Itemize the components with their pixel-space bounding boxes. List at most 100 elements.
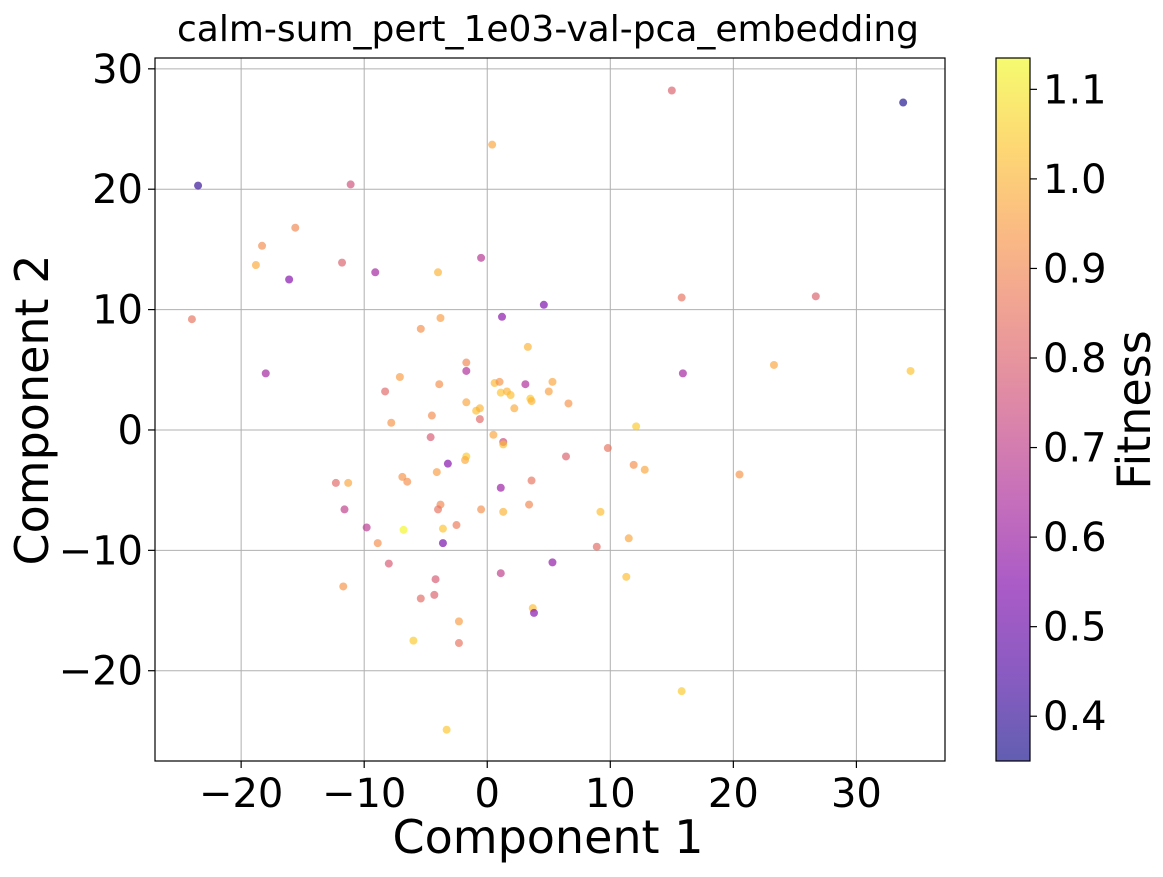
- data-point: [548, 558, 557, 567]
- data-point: [462, 366, 471, 375]
- data-point: [477, 253, 486, 262]
- data-point: [340, 505, 349, 514]
- data-point: [452, 521, 461, 530]
- data-point: [489, 430, 498, 439]
- colorbar-tick-label: 0.8: [1043, 336, 1107, 382]
- data-point: [677, 293, 686, 302]
- data-point: [339, 582, 348, 591]
- grid-lines: [155, 58, 945, 761]
- data-point: [530, 608, 539, 617]
- colorbar-label: Fitness: [1107, 330, 1161, 489]
- data-point: [462, 398, 471, 407]
- data-point: [373, 539, 382, 548]
- data-point: [291, 223, 300, 232]
- data-point: [624, 534, 633, 543]
- data-point: [499, 440, 508, 449]
- data-point: [678, 369, 687, 378]
- colorbar-tick-label: 1.0: [1043, 157, 1107, 203]
- data-point: [434, 505, 443, 514]
- y-tick-label: 0: [118, 408, 143, 454]
- data-point: [187, 315, 196, 324]
- data-point: [561, 452, 570, 461]
- colorbar-frame: [995, 57, 1031, 762]
- data-point: [523, 342, 532, 351]
- data-point: [398, 472, 407, 481]
- x-tick-label: −20: [199, 771, 283, 817]
- y-tick-label: −20: [59, 649, 143, 695]
- y-tick-label: 30: [92, 47, 143, 93]
- data-point: [527, 397, 536, 406]
- colorbar-gradient: [996, 58, 1030, 761]
- x-axis-label: Component 1: [393, 810, 704, 864]
- data-point: [331, 478, 340, 487]
- data-point: [811, 292, 820, 301]
- data-point: [435, 380, 444, 389]
- data-point: [261, 369, 270, 378]
- data-point: [442, 725, 451, 734]
- data-point: [499, 507, 508, 516]
- data-point: [488, 140, 497, 149]
- data-point: [362, 523, 371, 532]
- data-point: [603, 444, 612, 453]
- data-point: [498, 312, 507, 321]
- data-point: [395, 372, 404, 381]
- data-point: [454, 617, 463, 626]
- x-tick-label: 0: [475, 771, 500, 817]
- colorbar-tick-label: 0.5: [1043, 605, 1107, 651]
- data-points: [187, 86, 915, 734]
- data-point: [632, 422, 641, 431]
- data-point: [495, 377, 504, 386]
- data-point: [258, 241, 267, 250]
- data-point: [416, 324, 425, 333]
- data-point: [677, 687, 686, 696]
- y-tick-label: 10: [92, 288, 143, 334]
- data-point: [521, 380, 530, 389]
- data-point: [496, 388, 505, 397]
- data-point: [399, 525, 408, 534]
- x-axis-ticks: −20 −10 0 10 20 30: [199, 761, 882, 817]
- data-point: [667, 86, 676, 95]
- plot-frame: [154, 57, 946, 762]
- data-point: [431, 575, 440, 584]
- data-point: [426, 433, 435, 442]
- chart-title: calm-sum_pert_1e03-val-pca_embedding: [177, 9, 919, 50]
- data-point: [194, 181, 203, 190]
- data-point: [496, 569, 505, 578]
- data-point: [527, 476, 536, 485]
- data-point: [475, 404, 484, 413]
- data-point: [403, 477, 412, 486]
- data-point: [338, 258, 347, 267]
- data-point: [592, 542, 601, 551]
- y-tick-label: 20: [92, 167, 143, 213]
- data-point: [475, 415, 484, 424]
- y-axis-ticks: −20 −10 0 10 20 30: [59, 47, 155, 695]
- data-point: [539, 300, 548, 309]
- data-point: [899, 98, 908, 107]
- x-tick-label: 10: [585, 771, 636, 817]
- data-point: [769, 360, 778, 369]
- data-point: [443, 459, 452, 468]
- data-point: [596, 507, 605, 516]
- data-point: [548, 377, 557, 386]
- y-axis-label: Component 2: [5, 255, 59, 566]
- x-tick-label: 20: [708, 771, 759, 817]
- data-point: [496, 483, 505, 492]
- data-point: [629, 460, 638, 469]
- data-point: [346, 180, 355, 189]
- data-point: [416, 594, 425, 603]
- data-point: [461, 456, 470, 465]
- data-point: [544, 387, 553, 396]
- data-point: [477, 505, 486, 514]
- data-point: [432, 468, 441, 477]
- colorbar-ticks: 0.4 0.5 0.6 0.7 0.8 0.9 1.0 1.1: [1030, 67, 1107, 740]
- colorbar-tick-label: 0.6: [1043, 515, 1107, 561]
- data-point: [381, 387, 390, 396]
- data-point: [251, 261, 260, 270]
- data-point: [510, 404, 519, 413]
- data-point: [564, 399, 573, 408]
- colorbar-tick-label: 1.1: [1043, 67, 1107, 113]
- x-tick-label: −10: [322, 771, 406, 817]
- data-point: [430, 590, 439, 599]
